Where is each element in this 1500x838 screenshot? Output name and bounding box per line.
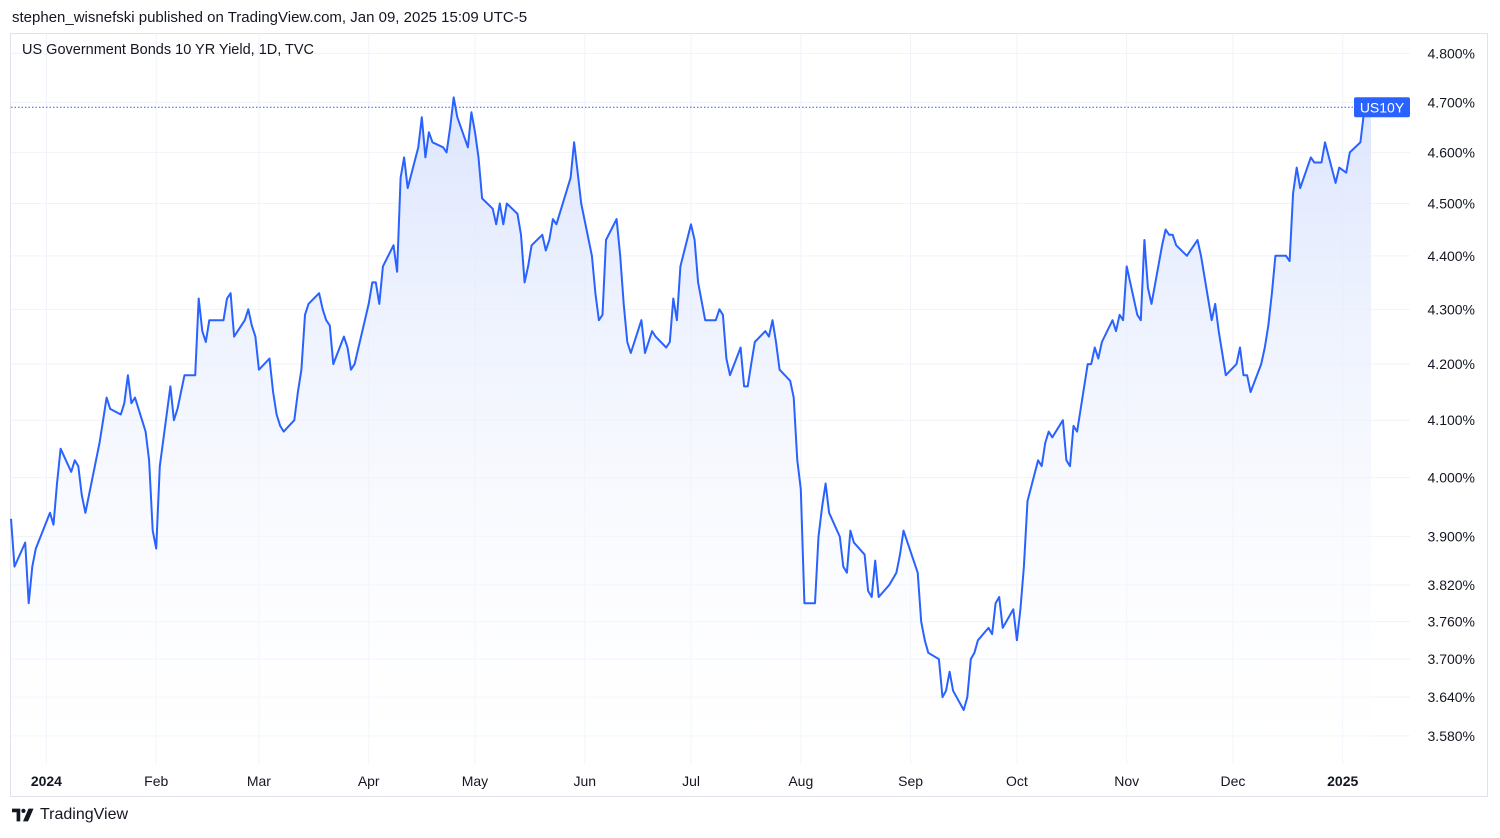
series-line <box>10 96 1371 711</box>
publish-info: stephen_wisnefski published on TradingVi… <box>12 9 528 26</box>
series-area <box>11 97 1371 762</box>
x-tick-label: Apr <box>358 773 380 789</box>
y-tick-label: 4.000% <box>1428 470 1475 486</box>
x-tick-label: Jul <box>682 773 700 789</box>
symbol-badge-label: US10Y <box>1360 99 1405 115</box>
tradingview-brand: TradingView <box>40 806 129 823</box>
x-tick-label: Feb <box>144 773 168 789</box>
symbol-badge <box>1354 97 1410 118</box>
x-tick-label: Sep <box>898 773 923 789</box>
x-tick-label: Oct <box>1006 773 1028 789</box>
x-tick-label: Aug <box>788 773 813 789</box>
chart-title: US Government Bonds 10 YR Yield, 1D, TVC <box>22 42 315 58</box>
x-tick-label: Mar <box>247 773 271 789</box>
y-tick-label: 4.500% <box>1428 196 1475 212</box>
y-tick-label: 4.300% <box>1428 301 1475 317</box>
y-tick-label: 4.100% <box>1428 412 1475 428</box>
tradingview-logo-icon <box>12 808 34 822</box>
y-tick-label: 3.760% <box>1428 614 1475 630</box>
x-tick-label: Nov <box>1114 773 1139 789</box>
y-tick-label: 3.820% <box>1428 577 1475 593</box>
y-tick-label: 3.580% <box>1428 728 1475 744</box>
tradingview-footer[interactable]: TradingView <box>12 806 128 824</box>
x-tick-label: Dec <box>1220 773 1245 789</box>
x-tick-label: 2024 <box>31 773 62 789</box>
y-tick-label: 3.900% <box>1428 529 1475 545</box>
y-tick-label: 4.400% <box>1428 248 1475 264</box>
y-tick-label: 4.700% <box>1428 94 1475 110</box>
y-tick-label: 4.800% <box>1428 45 1475 61</box>
y-tick-label: 3.700% <box>1428 651 1475 667</box>
x-tick-label: May <box>462 773 488 789</box>
y-tick-label: 3.640% <box>1428 689 1475 705</box>
y-tick-label: 4.600% <box>1428 144 1475 160</box>
x-tick-label: Jun <box>573 773 596 789</box>
x-tick-label: 2025 <box>1327 773 1358 789</box>
chart-frame <box>10 33 1488 797</box>
y-tick-label: 4.200% <box>1428 356 1475 372</box>
